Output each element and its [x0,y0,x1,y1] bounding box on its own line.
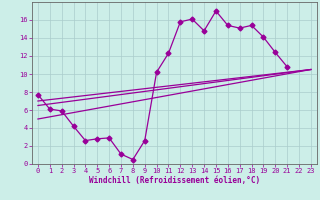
X-axis label: Windchill (Refroidissement éolien,°C): Windchill (Refroidissement éolien,°C) [89,176,260,185]
